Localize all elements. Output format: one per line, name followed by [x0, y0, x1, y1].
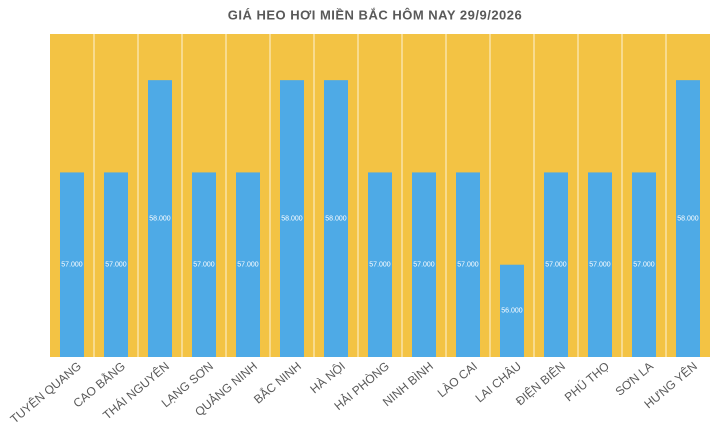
bar	[324, 80, 348, 358]
x-tick-label: PHÚ THỌ	[561, 358, 612, 404]
bar	[192, 172, 216, 357]
value-label: 57.000	[369, 262, 391, 269]
chart-title: GIÁ HEO HƠI MIỀN BẮC HÔM NAY 29/9/2026	[228, 7, 523, 22]
value-label: 57.000	[633, 262, 655, 269]
bar	[500, 264, 524, 357]
bar	[60, 172, 84, 357]
value-label: 57.000	[545, 262, 567, 269]
value-label: 57.000	[193, 262, 215, 269]
value-label: 57.000	[237, 262, 259, 269]
value-label: 57.000	[457, 262, 479, 269]
bar	[456, 172, 480, 357]
bar	[676, 80, 700, 358]
value-label: 57.000	[589, 262, 611, 269]
bar	[368, 172, 392, 357]
value-label: 57.000	[413, 262, 435, 269]
value-label: 58.000	[325, 215, 347, 222]
x-tick-label: TUYÊN QUANG	[7, 358, 84, 426]
value-label: 57.000	[61, 262, 83, 269]
bar	[236, 172, 260, 357]
bar	[588, 172, 612, 357]
bar	[632, 172, 656, 357]
x-tick-label: BẮC NINH	[250, 358, 304, 406]
bar	[544, 172, 568, 357]
bar	[148, 80, 172, 358]
value-label: 56.000	[501, 308, 523, 315]
value-label: 57.000	[105, 262, 127, 269]
bar	[104, 172, 128, 357]
value-label: 58.000	[149, 215, 171, 222]
bar	[412, 172, 436, 357]
x-tick-label: ĐIỆN BIÊN	[512, 358, 568, 408]
value-label: 58.000	[281, 215, 303, 222]
bar	[280, 80, 304, 358]
value-label: 58.000	[677, 215, 699, 222]
x-tick-label: HÀ NỘI	[307, 358, 348, 396]
